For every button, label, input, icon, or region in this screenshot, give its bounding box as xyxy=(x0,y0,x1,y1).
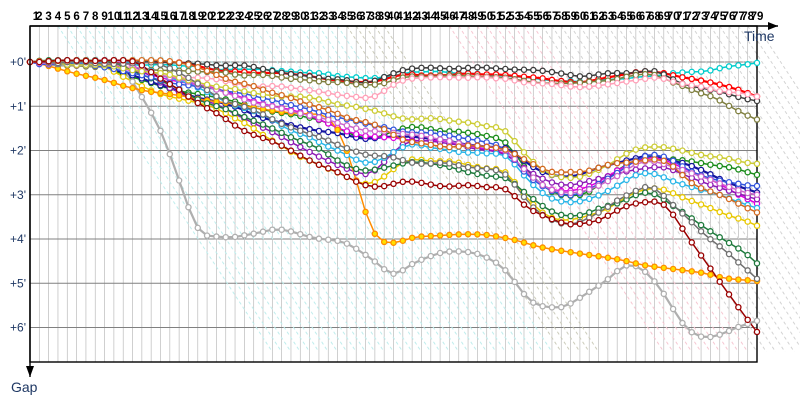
svg-text:Gap: Gap xyxy=(11,379,38,395)
svg-text:+5': +5' xyxy=(10,276,26,290)
svg-text:+0': +0' xyxy=(10,55,26,69)
svg-text:7: 7 xyxy=(83,11,89,23)
svg-text:+6': +6' xyxy=(10,321,26,335)
svg-text:4: 4 xyxy=(55,11,62,23)
svg-text:+3': +3' xyxy=(10,188,26,202)
svg-text:8: 8 xyxy=(92,11,99,23)
svg-text:+1': +1' xyxy=(10,99,26,113)
svg-text:6: 6 xyxy=(73,11,79,23)
svg-text:+4': +4' xyxy=(10,232,26,246)
svg-text:2: 2 xyxy=(36,11,42,23)
svg-text:79: 79 xyxy=(751,11,764,23)
svg-text:Time: Time xyxy=(744,28,775,44)
svg-text:5: 5 xyxy=(64,11,71,23)
svg-text:3: 3 xyxy=(45,11,51,23)
svg-text:+2': +2' xyxy=(10,144,26,158)
